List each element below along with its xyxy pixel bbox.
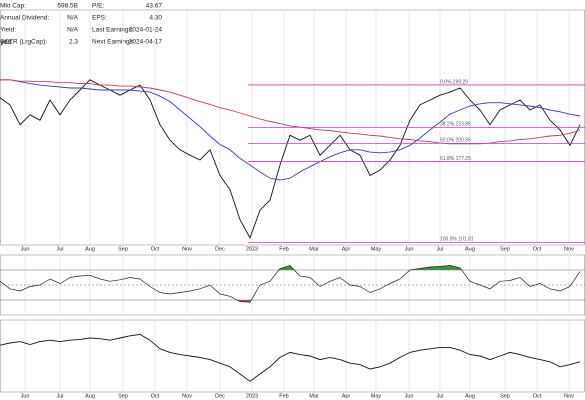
x-tick-label: Mar: [309, 393, 319, 399]
x-tick-label: Apr: [342, 393, 351, 399]
x-tick-label: Feb: [279, 246, 288, 252]
x-tick-label: Nov: [564, 393, 574, 399]
x-tick-label: Sep: [118, 393, 128, 399]
x-tick-label: Oct: [151, 246, 160, 252]
x-tick-label: Jul: [56, 393, 63, 399]
x-tick-label: Jul: [56, 246, 63, 252]
panel-frame: [0, 319, 585, 393]
upper-fill: [0, 265, 580, 270]
stat-value: 2024-04-17: [129, 39, 163, 46]
stat-value: 598.5B: [57, 3, 78, 10]
oscillator-line: [0, 265, 581, 303]
price-line: [0, 79, 581, 181]
x-tick-label: 2023: [246, 393, 258, 399]
stat-label: Annual Dividend:: [0, 15, 49, 22]
stat-label: Next Earnings:: [92, 39, 135, 46]
stat-label: SCTR (LrgCap):: [0, 39, 47, 46]
stat-label: P/E:: [92, 3, 104, 10]
x-tick-label: Nov: [182, 393, 192, 399]
lower-fill: [0, 300, 580, 303]
x-tick-label: Jun: [405, 393, 414, 399]
price-line: [0, 79, 581, 239]
x-tick-label: Oct: [151, 393, 160, 399]
fib-label: 100.0% 101.81: [440, 237, 474, 243]
fib-label: 50.0% 200.55: [440, 138, 471, 144]
ticker-note: yes: [0, 39, 12, 46]
x-tick-label: Nov: [564, 246, 574, 252]
x-tick-label: Aug: [85, 246, 95, 252]
stat-label: Yield:: [0, 27, 16, 34]
price-line: [0, 79, 581, 145]
stat-label: Mkt Cap:: [0, 3, 26, 10]
x-tick-label: Aug: [85, 393, 95, 399]
x-tick-label: Oct: [533, 393, 542, 399]
x-tick-label: Jun: [21, 393, 30, 399]
fib-label: 38.2% 223.85: [440, 122, 471, 128]
stat-value: 2024-01-24: [129, 27, 163, 34]
x-tick-label: Dec: [215, 246, 225, 252]
stat-label: EPS:: [92, 15, 107, 22]
x-tick-label: Sep: [118, 246, 128, 252]
x-tick-label: Feb: [279, 393, 288, 399]
x-tick-label: Aug: [465, 246, 475, 252]
x-tick-label: 2023: [246, 246, 258, 252]
price-line: [0, 333, 581, 382]
stat-value: 4.30: [149, 15, 162, 22]
stat-value: 43.67: [146, 3, 163, 10]
x-tick-label: Dec: [215, 393, 225, 399]
x-tick-label: Jun: [405, 246, 414, 252]
x-tick-label: May: [371, 393, 382, 399]
fib-label: 0.0% 299.29: [440, 79, 468, 85]
x-tick-label: Sep: [500, 393, 510, 399]
x-tick-label: Jul: [436, 393, 443, 399]
x-tick-label: Jun: [21, 246, 30, 252]
stat-label: Last Earnings:: [92, 27, 134, 34]
stat-value: N/A: [67, 15, 79, 22]
x-tick-label: Aug: [465, 393, 475, 399]
x-tick-label: Oct: [533, 246, 542, 252]
x-tick-label: Apr: [342, 246, 351, 252]
stat-value: N/A: [67, 27, 79, 34]
x-tick-label: Sep: [500, 246, 510, 252]
stat-value: 2.3: [69, 39, 78, 46]
x-tick-label: Mar: [309, 246, 319, 252]
x-tick-label: May: [371, 246, 382, 252]
fib-label: 61.8% 177.25: [440, 156, 471, 162]
x-tick-label: Jul: [436, 246, 443, 252]
x-tick-label: Nov: [182, 246, 192, 252]
